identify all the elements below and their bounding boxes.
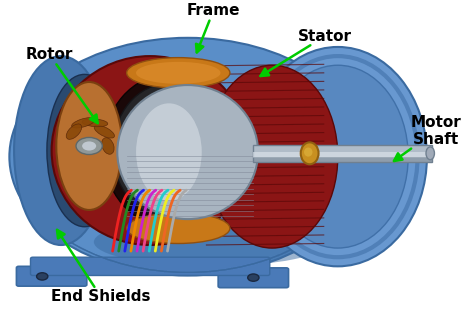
Bar: [253, 152, 432, 158]
Circle shape: [248, 274, 259, 281]
Ellipse shape: [66, 124, 82, 139]
Ellipse shape: [426, 147, 435, 160]
Ellipse shape: [127, 57, 230, 88]
Ellipse shape: [249, 47, 427, 266]
Ellipse shape: [82, 119, 108, 127]
Ellipse shape: [136, 62, 220, 84]
Circle shape: [36, 273, 48, 280]
Ellipse shape: [14, 56, 108, 245]
Ellipse shape: [75, 74, 207, 129]
Ellipse shape: [72, 118, 95, 128]
Ellipse shape: [304, 147, 312, 157]
Bar: [253, 157, 432, 162]
Text: Frame: Frame: [187, 3, 240, 53]
Ellipse shape: [103, 74, 235, 227]
Ellipse shape: [102, 138, 114, 154]
FancyBboxPatch shape: [30, 257, 270, 276]
Text: Rotor: Rotor: [26, 47, 98, 123]
Ellipse shape: [52, 56, 249, 245]
Ellipse shape: [56, 82, 122, 210]
Ellipse shape: [94, 218, 328, 266]
Text: End Shields: End Shields: [51, 230, 151, 304]
Circle shape: [76, 138, 102, 154]
Bar: [253, 145, 432, 162]
Text: Motor
Shaft: Motor Shaft: [394, 115, 461, 161]
Ellipse shape: [47, 74, 122, 227]
FancyBboxPatch shape: [218, 268, 289, 288]
Circle shape: [82, 142, 96, 150]
Ellipse shape: [94, 125, 114, 138]
Ellipse shape: [277, 87, 361, 154]
Ellipse shape: [9, 38, 366, 276]
FancyBboxPatch shape: [17, 266, 87, 286]
Ellipse shape: [301, 142, 319, 164]
Ellipse shape: [267, 65, 408, 248]
Ellipse shape: [117, 85, 258, 219]
Text: Stator: Stator: [260, 29, 352, 76]
Ellipse shape: [136, 103, 202, 201]
Ellipse shape: [207, 65, 338, 248]
Ellipse shape: [127, 213, 230, 243]
Ellipse shape: [113, 83, 225, 218]
